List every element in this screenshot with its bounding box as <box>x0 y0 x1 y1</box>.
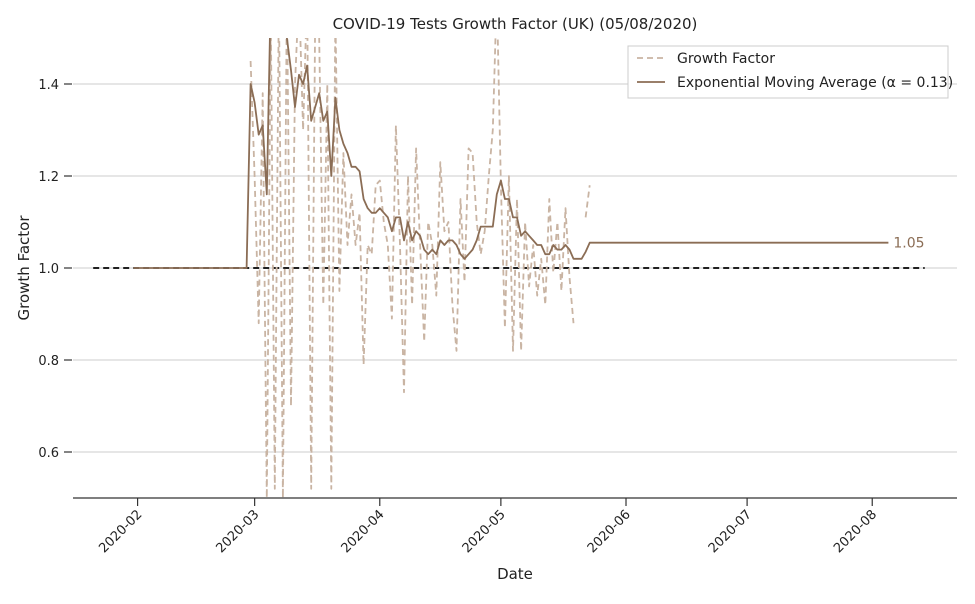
x-tick-label: 2020-04 <box>339 507 388 556</box>
x-tick-label: 2020-06 <box>585 507 634 556</box>
legend-ema-label: Exponential Moving Average (α = 0.13) <box>677 75 953 91</box>
legend-growth-factor-label: Growth Factor <box>677 51 775 67</box>
x-tick-label: 2020-05 <box>460 507 509 556</box>
value-annotation: 1.05 <box>893 236 924 252</box>
series-line-growth-factor <box>584 185 591 218</box>
x-tick-label: 2020-07 <box>706 507 755 556</box>
legend: Growth Factor Exponential Moving Average… <box>627 45 953 99</box>
y-tick-label: 1.4 <box>38 78 59 93</box>
y-tick-label: 1.0 <box>38 262 59 277</box>
x-tick-label: 2020-03 <box>213 507 262 556</box>
y-tick-label: 0.6 <box>38 446 59 461</box>
series-line-growth-factor <box>249 38 575 498</box>
x-tick-label: 2020-02 <box>96 507 145 556</box>
chart-title: COVID-19 Tests Growth Factor (UK) (05/08… <box>333 15 698 33</box>
series-line-exponential-moving-average <box>133 38 889 269</box>
legend-box <box>627 45 949 99</box>
y-axis-label: Growth Factor <box>15 215 33 321</box>
y-tick-label: 1.2 <box>38 170 59 185</box>
x-axis-label: Date <box>497 565 533 583</box>
y-tick-label: 0.8 <box>38 354 59 369</box>
x-tick-label: 2020-08 <box>831 507 880 556</box>
